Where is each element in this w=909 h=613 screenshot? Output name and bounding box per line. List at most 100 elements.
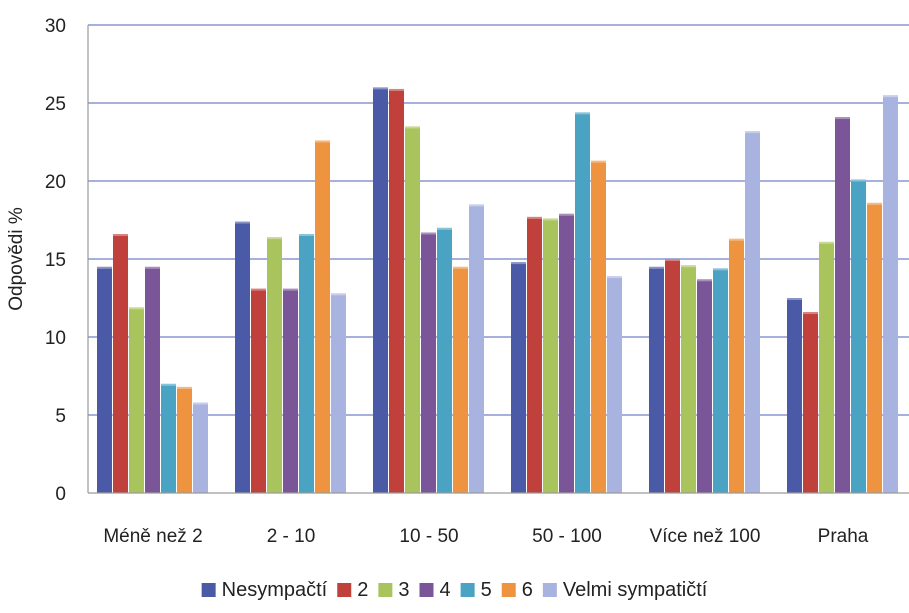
bar (803, 312, 818, 493)
bar (453, 266, 468, 493)
bar (745, 131, 760, 493)
bar-highlight (745, 131, 760, 134)
bar-highlight (559, 213, 574, 216)
x-tick-label: Praha (818, 526, 869, 547)
bar (161, 383, 176, 493)
bar-highlight (851, 179, 866, 182)
bar-highlight (235, 221, 250, 224)
bar (883, 95, 898, 493)
x-tick-label: 2 - 10 (267, 526, 316, 547)
bar-highlight (883, 95, 898, 98)
bar-highlight (373, 87, 388, 90)
y-tick-label: 20 (45, 172, 66, 193)
bar (559, 213, 574, 493)
bar-highlight (251, 288, 266, 291)
x-tick-label: 10 - 50 (399, 526, 458, 547)
legend-swatch (501, 583, 516, 597)
bar (437, 227, 452, 494)
legend-label: Velmi sympatičtí (563, 579, 708, 601)
bar-highlight (299, 234, 314, 237)
legend: Nesympačtí 2 3 4 5 6 Velmi sympatičtí (201, 579, 708, 601)
bar (129, 307, 144, 493)
bar (373, 87, 388, 494)
bar-highlight (145, 266, 160, 269)
bar (575, 112, 590, 494)
bar-highlight (161, 383, 176, 386)
y-tick-label: 5 (55, 406, 66, 427)
bar-highlight (729, 238, 744, 241)
bar-highlight (665, 259, 680, 261)
x-tick-label: 50 - 100 (532, 526, 602, 547)
bar-highlight (315, 140, 330, 143)
y-tick-label: 15 (45, 250, 66, 271)
bar (543, 218, 558, 493)
y-tick-labels: 0 5 10 15 20 25 30 (45, 16, 66, 505)
bar (591, 160, 606, 493)
bar-highlight (193, 402, 208, 405)
legend-label: 6 (522, 579, 533, 601)
y-tick-label: 30 (45, 16, 66, 37)
bar (283, 288, 298, 493)
bar-highlight (835, 117, 850, 120)
bar (665, 259, 680, 493)
legend-label: 2 (357, 579, 368, 601)
bar-highlight (437, 227, 452, 230)
bar-highlight (575, 112, 590, 115)
bar-highlight (129, 307, 144, 310)
bar (267, 237, 282, 493)
bars (97, 87, 898, 494)
bar (729, 238, 744, 493)
legend-label: 4 (439, 579, 450, 601)
bar (177, 386, 192, 493)
bar-highlight (97, 266, 112, 269)
bar (113, 234, 128, 494)
bar (235, 221, 250, 493)
bar-highlight (331, 293, 346, 296)
bar (527, 216, 542, 493)
legend-swatch (378, 583, 393, 597)
bar-highlight (697, 279, 712, 282)
legend-swatch (542, 583, 557, 597)
bar (469, 204, 484, 493)
bar (421, 232, 436, 494)
bar-highlight (421, 232, 436, 235)
legend-label: 3 (398, 579, 409, 601)
bar-highlight (267, 237, 282, 240)
bar (819, 241, 834, 493)
legend-swatch (201, 583, 216, 597)
bar-highlight (177, 386, 192, 389)
axes: Odpovědi % (6, 25, 909, 494)
bar-highlight (681, 265, 696, 268)
bar (867, 202, 882, 493)
x-tick-label: Více než 100 (650, 526, 761, 547)
bar-highlight (607, 276, 622, 279)
bar-highlight (803, 312, 818, 315)
y-tick-label: 10 (45, 328, 66, 349)
legend-label: Nesympačtí (222, 579, 328, 601)
x-tick-labels: Méně než 2 2 - 10 10 - 50 50 - 100 Více než … (103, 526, 868, 547)
gridlines (88, 24, 909, 416)
bar (851, 179, 866, 493)
bar-highlight (867, 202, 882, 205)
bar (787, 298, 802, 493)
bar (193, 402, 208, 493)
legend-swatch (460, 583, 475, 597)
bar-highlight (511, 262, 526, 265)
bar (405, 126, 420, 494)
bar (607, 276, 622, 493)
bar (145, 266, 160, 493)
legend-swatch (337, 583, 352, 597)
bar-highlight (527, 216, 542, 219)
bar-highlight (405, 126, 420, 129)
bar (97, 266, 112, 493)
y-tick-label: 0 (55, 484, 66, 505)
y-tick-label: 25 (45, 94, 66, 115)
bar (331, 293, 346, 493)
bar-highlight (787, 298, 802, 300)
bar (299, 234, 314, 494)
bar (681, 265, 696, 493)
bar-highlight (453, 266, 468, 269)
bar-highlight (113, 234, 128, 237)
bar (649, 266, 664, 493)
